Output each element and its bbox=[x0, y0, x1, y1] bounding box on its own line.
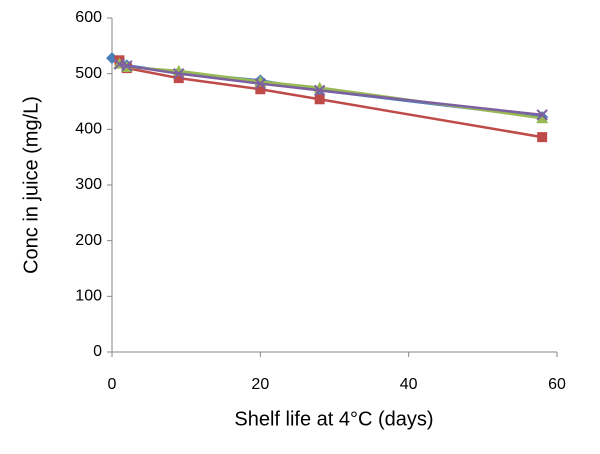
point bbox=[173, 67, 185, 80]
point bbox=[313, 84, 326, 97]
point bbox=[536, 112, 549, 124]
y-tick-label: 300 bbox=[75, 176, 102, 193]
point bbox=[536, 109, 548, 121]
x-tick-label: 60 bbox=[548, 376, 566, 393]
point bbox=[537, 132, 548, 143]
y-tick-label: 200 bbox=[75, 232, 102, 249]
point bbox=[173, 73, 184, 84]
y-tick-label: 0 bbox=[93, 343, 102, 360]
x-tick-label: 40 bbox=[400, 376, 418, 393]
x-tick-label: 20 bbox=[251, 376, 269, 393]
y-tick-label: 400 bbox=[75, 121, 102, 138]
point bbox=[121, 60, 133, 72]
point bbox=[314, 94, 325, 105]
x-tick-label: 0 bbox=[108, 376, 117, 393]
y-axis-title: Conc in juice (mg/L) bbox=[20, 96, 42, 274]
y-tick-label: 600 bbox=[75, 9, 102, 26]
x-axis-title: Shelf life at 4°C (days) bbox=[234, 408, 433, 430]
point bbox=[254, 77, 267, 90]
y-tick-label: 100 bbox=[75, 288, 102, 305]
point bbox=[255, 84, 266, 95]
y-tick-label: 500 bbox=[75, 65, 102, 82]
